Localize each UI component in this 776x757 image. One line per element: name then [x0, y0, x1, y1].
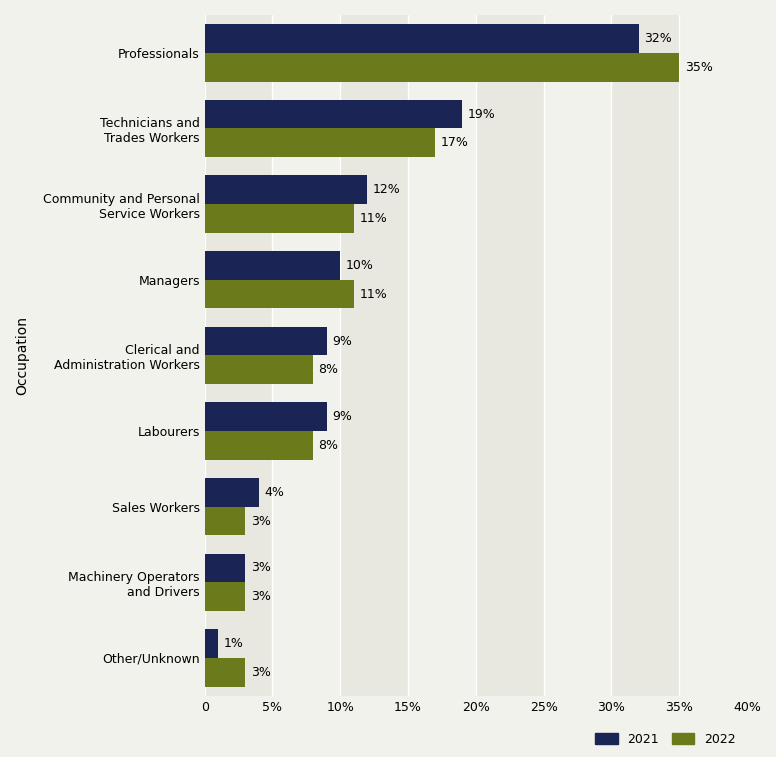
Bar [272, 15, 340, 696]
Bar [340, 15, 408, 696]
Text: 3%: 3% [251, 666, 271, 679]
Legend: 2021, 2022: 2021, 2022 [590, 727, 741, 751]
Bar [205, 582, 245, 611]
Bar [205, 478, 259, 506]
Bar [205, 506, 245, 535]
Bar [205, 402, 327, 431]
Bar [205, 176, 367, 204]
Text: 3%: 3% [251, 515, 271, 528]
Bar [205, 658, 245, 687]
Text: 10%: 10% [345, 259, 373, 272]
Text: 19%: 19% [468, 107, 495, 120]
Bar [205, 24, 639, 53]
Y-axis label: Occupation: Occupation [15, 316, 29, 395]
Text: 3%: 3% [251, 590, 271, 603]
Bar [205, 100, 462, 129]
Bar [679, 15, 747, 696]
Bar [205, 251, 340, 280]
Text: 3%: 3% [251, 562, 271, 575]
Bar [205, 327, 327, 355]
Bar [205, 629, 218, 658]
Bar [611, 15, 679, 696]
Bar [205, 553, 245, 582]
Text: 11%: 11% [359, 212, 387, 225]
Text: 9%: 9% [332, 410, 352, 423]
Text: 11%: 11% [359, 288, 387, 301]
Bar [205, 355, 313, 384]
Text: 8%: 8% [318, 439, 338, 452]
Bar [205, 204, 354, 233]
Bar [205, 15, 272, 696]
Bar [205, 431, 313, 459]
Bar [544, 15, 611, 696]
Text: 1%: 1% [223, 637, 244, 650]
Text: 12%: 12% [372, 183, 400, 196]
Text: 8%: 8% [318, 363, 338, 376]
Bar [205, 280, 354, 309]
Text: 35%: 35% [684, 61, 712, 73]
Text: 9%: 9% [332, 335, 352, 347]
Bar [476, 15, 544, 696]
Bar [408, 15, 476, 696]
Text: 17%: 17% [441, 136, 469, 149]
Bar [205, 129, 435, 157]
Text: 4%: 4% [265, 486, 284, 499]
Bar [205, 53, 679, 82]
Text: 32%: 32% [644, 32, 672, 45]
